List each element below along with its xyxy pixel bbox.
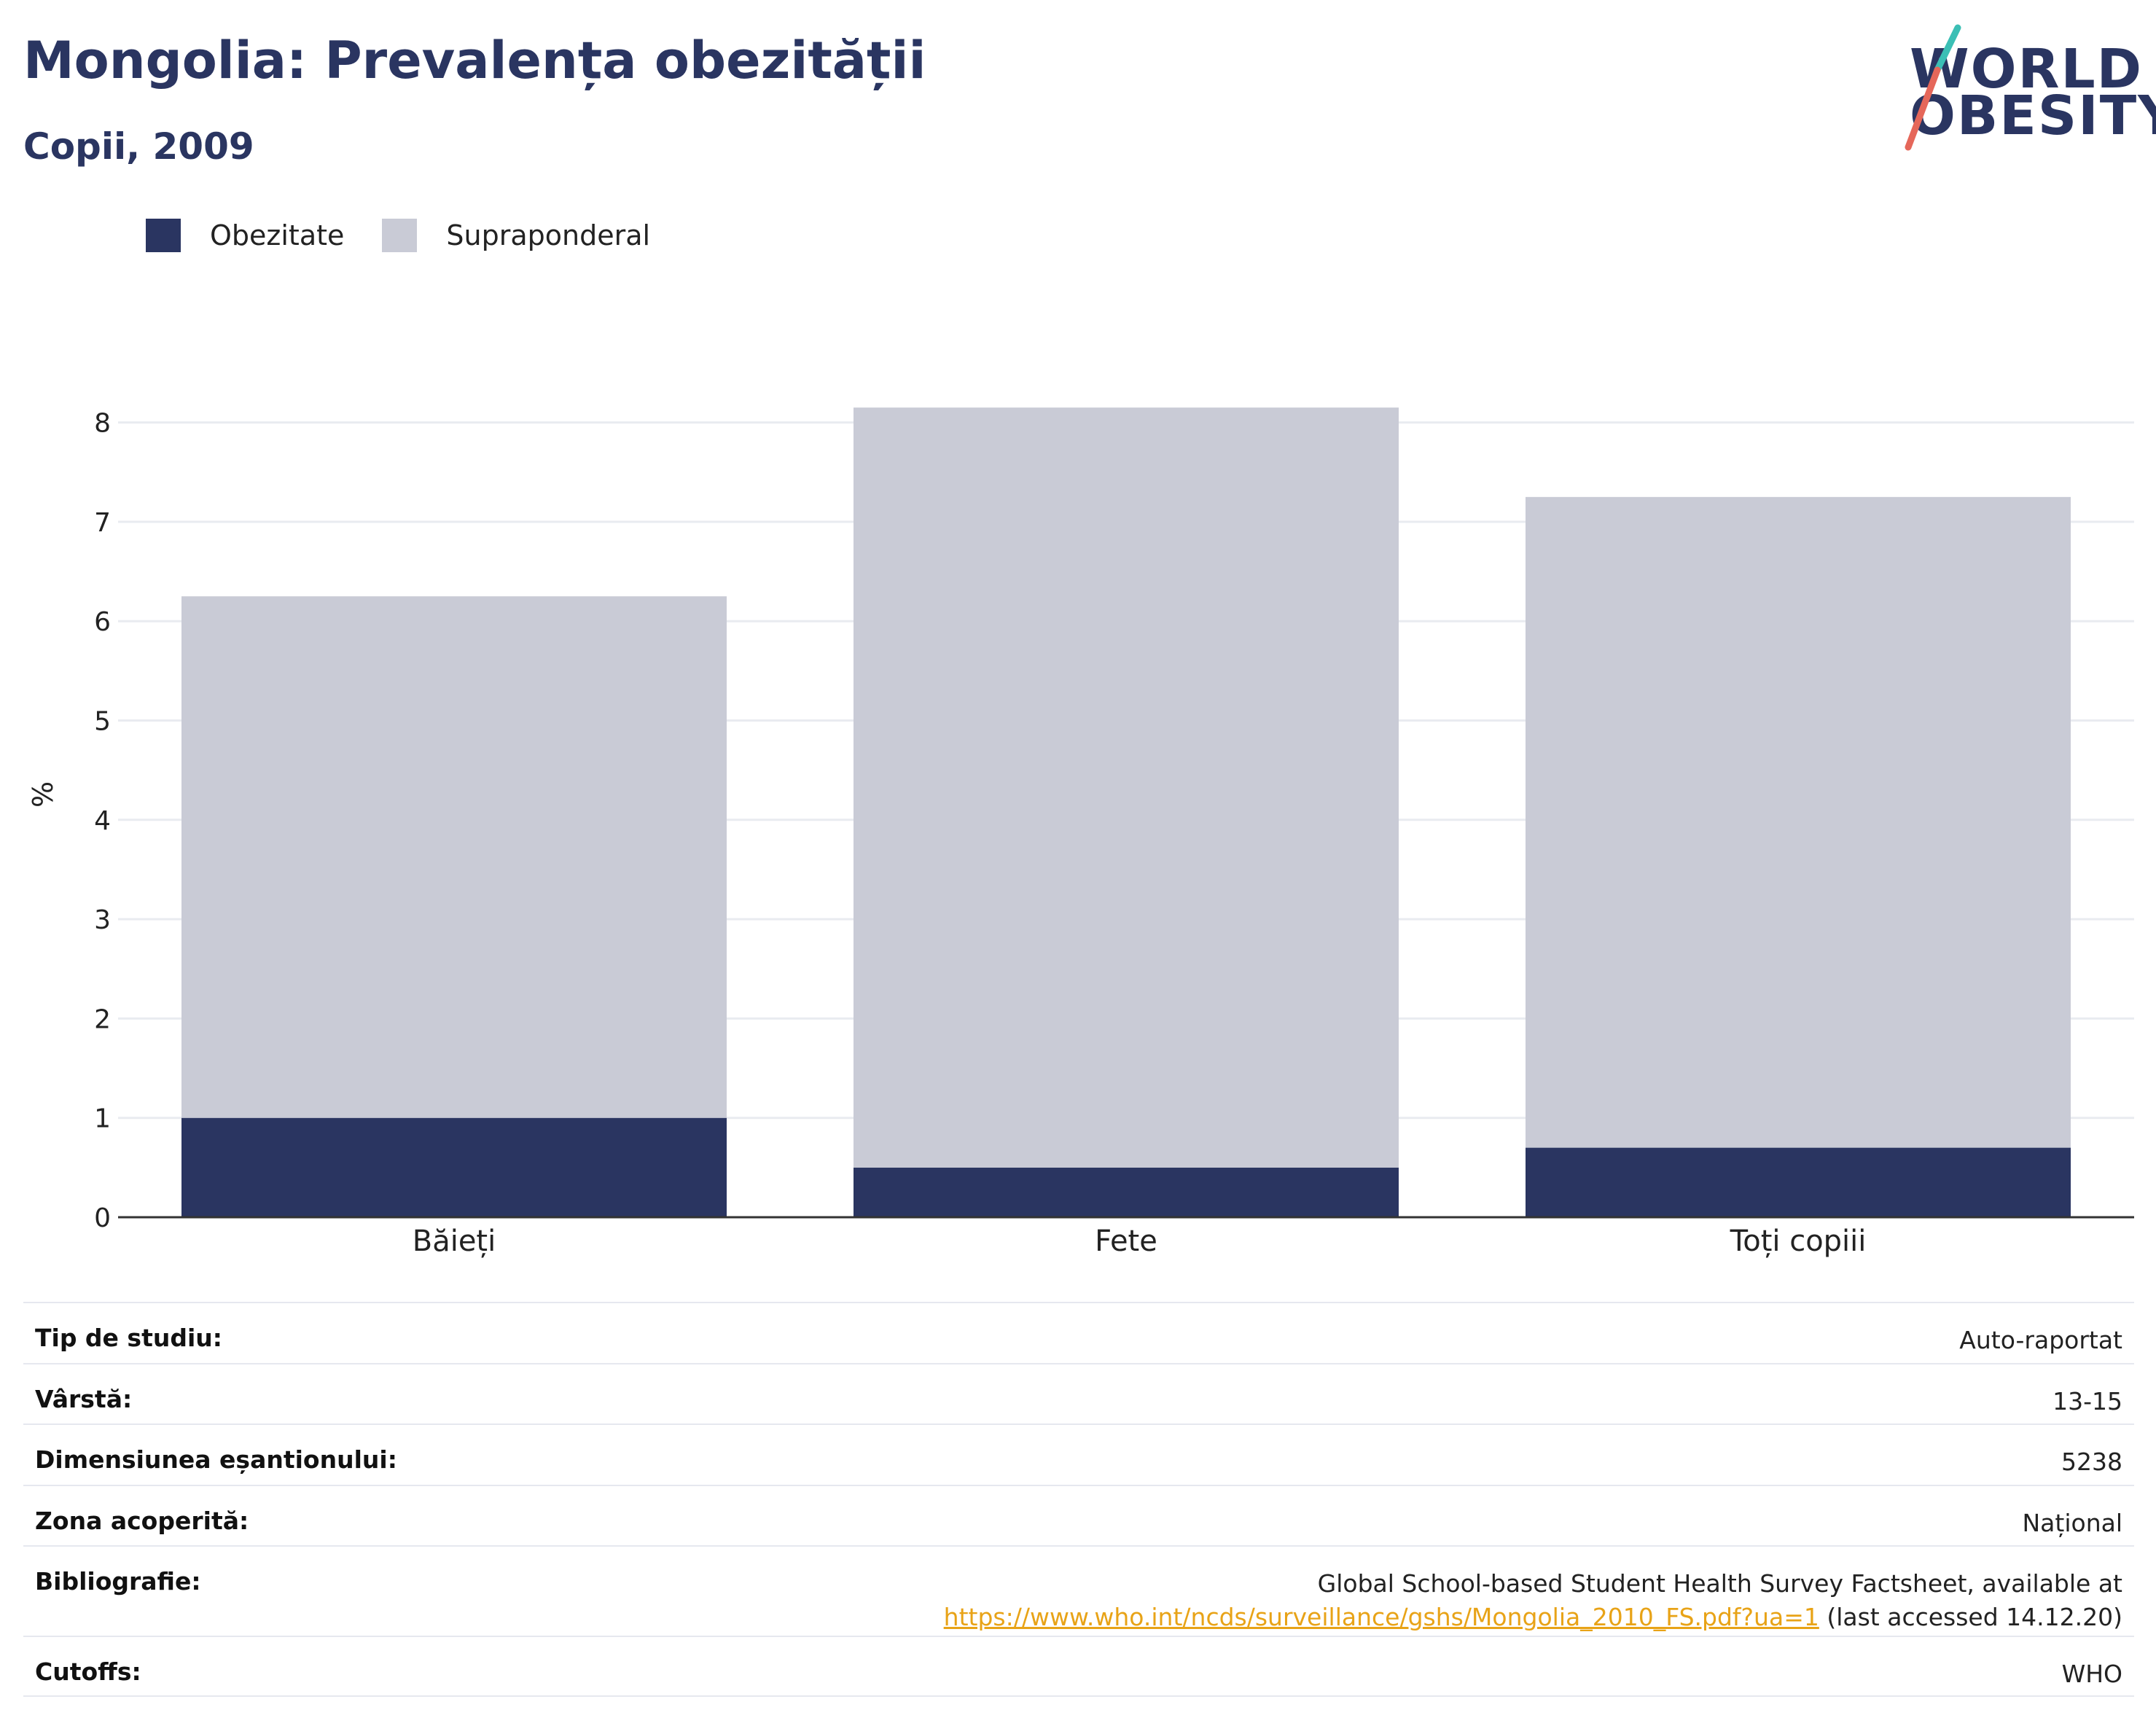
legend-item-overweight[interactable]: Supraponderal [382,219,650,252]
metadata-table: Tip de studiu: Auto-raportat Vârstă: 13-… [23,1302,2134,1697]
chart-legend: Obezitate Supraponderal [146,217,688,254]
logo-word-obesity: OBESITY [1910,85,2156,147]
stacked-bar-chart: 0 1 2 3 4 5 6 7 8% Băieți Fete Toți copiii [27,407,2134,1258]
bar-obesity [854,1167,1399,1217]
bibliography-text: Global School-based Student Health Surve… [1317,1569,2122,1598]
bar-obesity [1526,1147,2071,1217]
bibliography-link-line: https://www.who.int/ncds/surveillance/gs… [944,1601,2122,1634]
table-row-study-type: Tip de studiu: Auto-raportat [23,1302,2134,1363]
x-tick-label: Băieți [413,1225,496,1258]
row-label: Zona acoperită: [35,1507,249,1535]
row-label: Vârstă: [35,1385,133,1413]
bar-overweight [181,596,727,1118]
row-value: 5238 [2061,1448,2122,1476]
row-value: WHO [2061,1660,2122,1688]
bar-overweight [854,407,1399,1168]
bar-overweight [1526,496,2071,1148]
y-tick-label: 2 [94,1004,111,1034]
row-value: Național [2022,1509,2122,1537]
chart-subtitle: Copii, 2009 [23,125,254,168]
table-row-age: Vârstă: 13-15 [23,1363,2134,1423]
x-tick-label: Fete [1095,1225,1157,1258]
table-row-bibliography: Bibliografie: Global School-based Studen… [23,1545,2134,1636]
bibliography-access-note: (last accessed 14.12.20) [1819,1603,2122,1631]
row-label: Tip de studiu: [35,1324,222,1352]
logo-slash-icon [1905,24,1961,151]
y-tick-label: 6 [94,607,111,637]
table-row-sample-size: Dimensiunea eșantionului: 5238 [23,1423,2134,1485]
row-value: Global School-based Student Health Surve… [944,1547,2122,1636]
y-tick-label: 4 [94,806,111,836]
y-axis-label: % [27,781,59,808]
row-label: Dimensiunea eșantionului: [35,1445,397,1474]
row-value: 13-15 [2053,1387,2122,1415]
table-row-cutoffs: Cutoffs: WHO [23,1636,2134,1697]
y-tick-label: 1 [94,1104,111,1134]
bar-obesity [181,1117,727,1217]
legend-swatch-overweight [382,219,418,252]
row-label: Bibliografie: [35,1567,201,1596]
row-label: Cutoffs: [35,1657,141,1686]
x-tick-label: Toți copiii [1730,1225,1867,1258]
legend-label-obesity: Obezitate [210,219,345,251]
legend-label-overweight: Supraponderal [446,219,651,251]
y-tick-label: 0 [94,1203,111,1233]
y-tick-label: 3 [94,905,111,935]
chart-title: Mongolia: Prevalența obezității [23,31,926,90]
bibliography-link[interactable]: https://www.who.int/ncds/surveillance/gs… [943,1603,1819,1631]
legend-swatch-obesity [146,219,181,252]
row-value: Auto-raportat [1959,1326,2122,1354]
legend-item-obesity[interactable]: Obezitate [146,219,344,252]
world-obesity-logo: WORLD OBESITY [1888,22,2156,153]
y-tick-label: 8 [94,409,111,439]
y-tick-label: 5 [94,707,111,737]
table-row-coverage: Zona acoperită: Național [23,1485,2134,1545]
y-tick-label: 7 [94,508,111,538]
